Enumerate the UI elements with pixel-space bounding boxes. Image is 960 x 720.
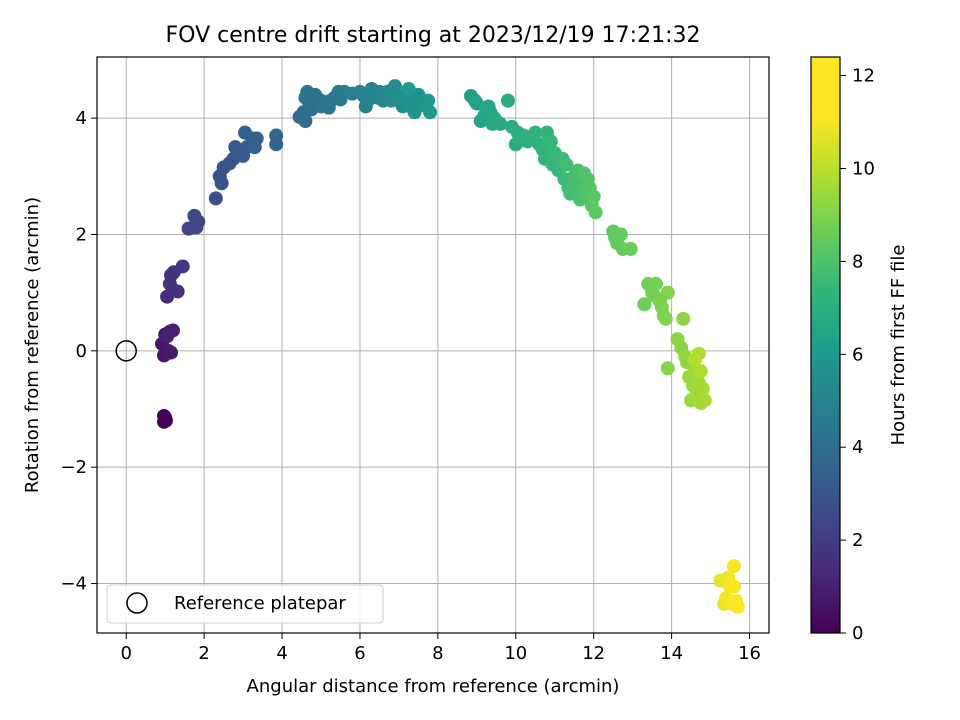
data-point: [726, 579, 741, 594]
data-point: [164, 345, 179, 360]
data-point: [500, 93, 515, 108]
x-tick-label: 4: [276, 643, 287, 664]
legend: Reference platepar: [106, 584, 384, 624]
x-axis-label: Angular distance from reference (arcmin): [247, 676, 620, 697]
x-tick-label: 12: [582, 643, 605, 664]
chart-title: FOV centre drift starting at 2023/12/19 …: [166, 23, 701, 48]
data-point: [676, 311, 691, 326]
data-point: [175, 259, 190, 274]
data-point: [493, 116, 508, 131]
colorbar: 0 2 4 6 8 10 12 Hours from first FF file: [810, 56, 909, 644]
data-point: [208, 191, 223, 206]
data-point: [649, 276, 664, 291]
y-tick-label: −4: [60, 574, 87, 595]
data-point: [423, 105, 438, 120]
data-point: [697, 393, 712, 408]
y-tick-label: 2: [76, 224, 87, 245]
colorbar-tick-label: 6: [852, 344, 863, 365]
colorbar-tick-label: 4: [852, 437, 863, 458]
data-point: [559, 157, 574, 172]
data-point: [249, 131, 264, 146]
data-point: [637, 297, 652, 312]
y-tick-label: 0: [76, 341, 87, 362]
data-point: [687, 352, 702, 367]
plot-frame: [96, 56, 770, 634]
legend-marker-reference: [126, 592, 148, 614]
data-point: [623, 242, 638, 256]
data-point: [658, 311, 673, 326]
data-point: [187, 208, 202, 223]
data-point: [693, 364, 708, 379]
data-point: [157, 408, 172, 423]
colorbar-tick-label: 12: [852, 66, 875, 87]
colorbar-tick-label: 10: [852, 158, 875, 179]
reference-point: [115, 340, 137, 362]
data-point: [730, 599, 745, 614]
data-point: [543, 134, 558, 149]
y-tick-label: 4: [76, 108, 87, 129]
y-tick-label: −2: [60, 457, 87, 478]
grid-lines: [97, 57, 769, 633]
colorbar-tick-label: 0: [852, 623, 863, 644]
data-point: [269, 128, 284, 143]
x-tick-label: 10: [504, 643, 527, 664]
data-point: [528, 125, 543, 140]
data-point: [660, 285, 675, 300]
legend-label-reference: Reference platepar: [174, 593, 346, 614]
x-tick-label: 6: [354, 643, 365, 664]
legend-box: [106, 584, 384, 624]
data-point: [238, 125, 253, 140]
data-point: [695, 381, 710, 396]
x-tick-label: 14: [660, 643, 683, 664]
x-tick-label: 0: [120, 643, 131, 664]
data-point: [401, 82, 416, 96]
colorbar-tick-label: 8: [852, 251, 863, 272]
data-point: [421, 93, 436, 108]
x-tick-label: 16: [738, 643, 761, 664]
data-point: [613, 227, 628, 242]
data-point: [586, 189, 601, 204]
x-tick-label: 8: [432, 643, 443, 664]
colorbar-label: Hours from first FF file: [888, 245, 909, 446]
axis-ticks: 0 2 4 6 8 10 12 14 16 −4 −2 0 2 4: [60, 108, 761, 664]
x-tick-label: 2: [198, 643, 209, 664]
colorbar-ticks: 0 2 4 6 8 10 12: [840, 66, 875, 644]
data-point: [726, 559, 741, 574]
data-point: [160, 329, 175, 344]
y-axis-label: Rotation from reference (arcmin): [22, 197, 43, 493]
data-point: [588, 205, 603, 220]
data-point: [660, 361, 675, 376]
data-point: [469, 96, 484, 111]
scatter-points: [115, 79, 745, 614]
colorbar-fill: [811, 57, 840, 633]
colorbar-tick-label: 2: [852, 530, 863, 551]
colorbar-frame: [810, 56, 841, 634]
